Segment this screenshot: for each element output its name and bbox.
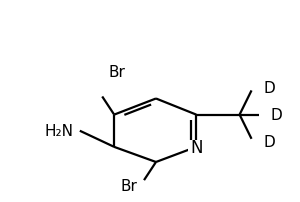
Text: Br: Br xyxy=(121,178,137,193)
Text: H₂N: H₂N xyxy=(44,124,74,139)
Text: D: D xyxy=(263,135,275,150)
Text: N: N xyxy=(190,138,203,156)
Text: Br: Br xyxy=(109,64,126,79)
Text: D: D xyxy=(271,108,283,122)
FancyBboxPatch shape xyxy=(116,179,142,191)
FancyBboxPatch shape xyxy=(104,66,130,78)
Text: D: D xyxy=(263,80,275,95)
FancyBboxPatch shape xyxy=(188,141,205,154)
FancyBboxPatch shape xyxy=(43,125,75,137)
